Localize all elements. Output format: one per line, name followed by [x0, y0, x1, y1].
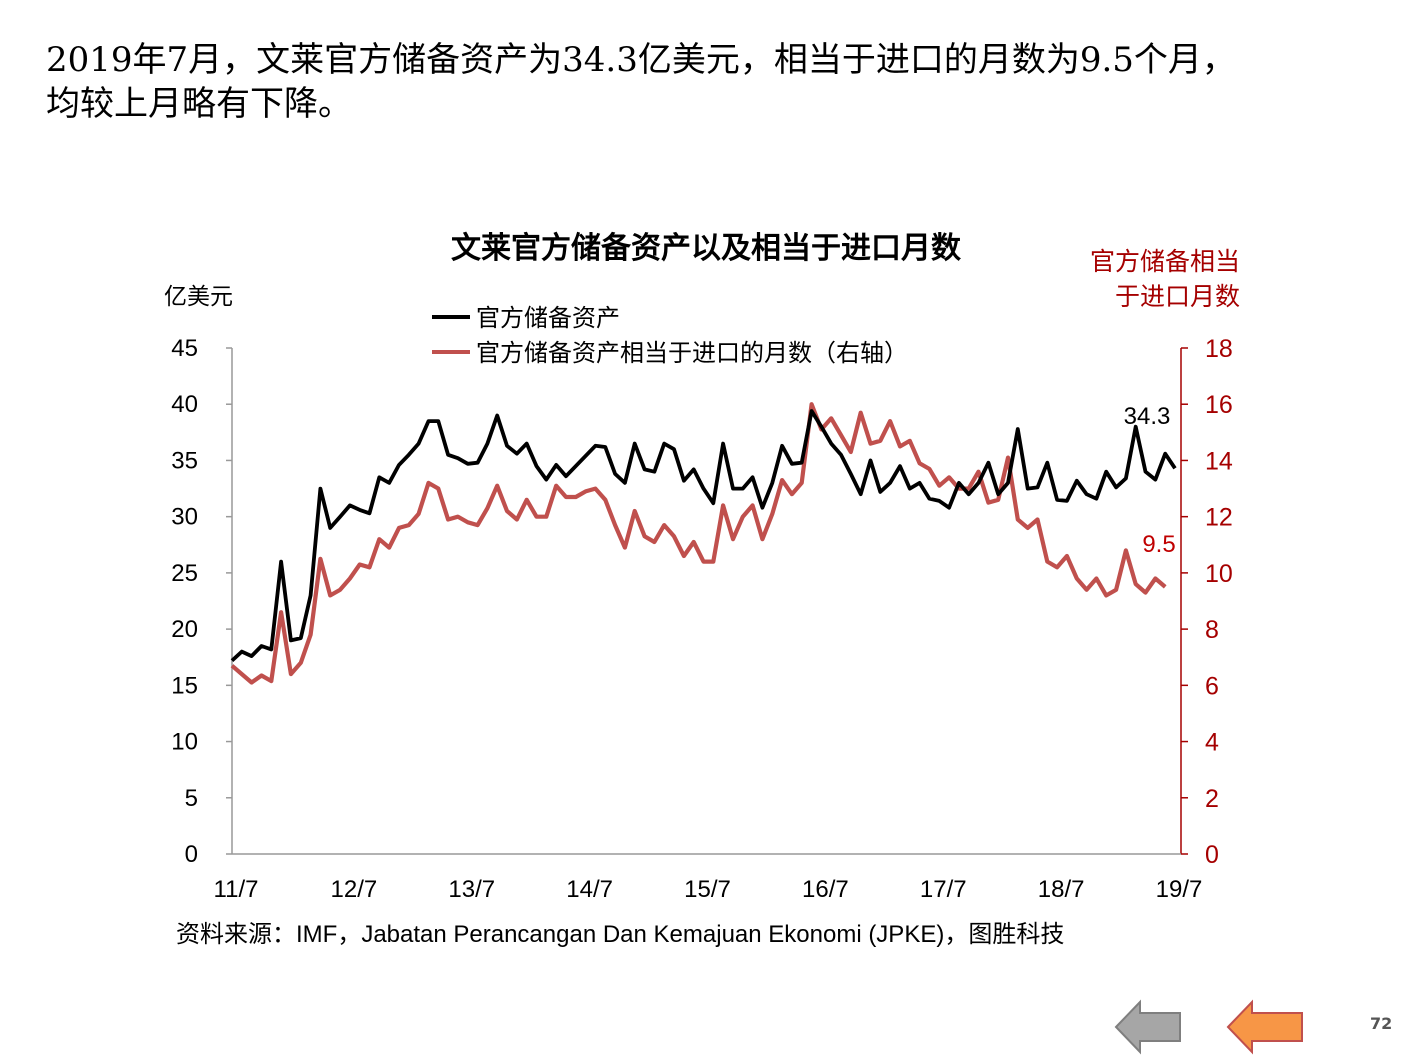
left-tick-label: 40	[171, 391, 198, 418]
left-tick-label: 20	[171, 616, 198, 643]
right-axis-label-line1: 官方储备相当	[1090, 248, 1240, 276]
months-of-imports-line	[230, 402, 1167, 685]
headline-line-2: 均较上月略有下降。	[46, 84, 352, 124]
x-tick-label: 19/7	[1156, 876, 1203, 903]
left-axis-label: 亿美元	[164, 283, 233, 309]
right-tick-label: 14	[1205, 447, 1233, 475]
x-tick-label: 16/7	[802, 876, 849, 903]
left-tick-label: 35	[171, 447, 198, 474]
x-tick-label: 15/7	[684, 876, 731, 903]
left-tick-label: 0	[185, 841, 198, 868]
right-tick-label: 0	[1205, 841, 1219, 869]
arrow-left-gray-icon	[1114, 999, 1181, 1055]
left-tick-label: 45	[171, 335, 198, 362]
right-axis-label-line2: 于进口月数	[1115, 283, 1240, 311]
reserves-line	[230, 409, 1177, 662]
right-tick-label: 18	[1205, 335, 1233, 363]
series-lines	[230, 402, 1177, 685]
headline-text: 2019年7月，文莱官方储备资产为34.3亿美元，相当于进口的月数为9.5个月，…	[46, 38, 1396, 126]
reserves-last-value-label: 34.3	[1124, 403, 1171, 430]
months-last-value-label: 9.5	[1142, 531, 1175, 558]
arrow-left-orange-icon	[1226, 999, 1303, 1055]
left-tick-label: 15	[171, 672, 198, 699]
right-tick-label: 12	[1205, 504, 1233, 532]
x-tick-label: 12/7	[331, 876, 378, 903]
back-button[interactable]	[1112, 998, 1184, 1056]
left-tick-label: 30	[171, 504, 198, 531]
left-tick-label: 10	[171, 729, 198, 756]
left-axis-ticks: 0 5 10 15 20 25 30 35 40 45	[171, 335, 232, 868]
right-tick-label: 16	[1205, 391, 1233, 419]
right-axis-ticks: 0 2 4 6 8 10 12 14 16 18	[1181, 335, 1233, 869]
x-tick-label: 11/7	[214, 876, 259, 903]
x-tick-label: 13/7	[448, 876, 495, 903]
reserves-chart: 文莱官方储备资产以及相当于进口月数 亿美元 官方储备相当 于进口月数 官方储备资…	[164, 231, 1240, 948]
right-tick-label: 10	[1205, 560, 1233, 588]
right-tick-label: 4	[1205, 729, 1219, 757]
right-tick-label: 8	[1205, 616, 1219, 644]
legend-label-reserves: 官方储备资产	[476, 305, 620, 332]
source-note: 资料来源：IMF，Jabatan Perancangan Dan Kemajua…	[176, 921, 1064, 948]
x-axis-ticks: 11/7 12/7 13/7 14/7 15/7 16/7 17/7 18/7 19/7	[214, 876, 1203, 903]
chart-title: 文莱官方储备资产以及相当于进口月数	[451, 231, 962, 265]
headline-line-1: 2019年7月，文莱官方储备资产为34.3亿美元，相当于进口的月数为9.5个月，	[46, 40, 1236, 80]
legend-label-months: 官方储备资产相当于进口的月数（右轴）	[476, 340, 908, 367]
chart-legend: 官方储备资产 官方储备资产相当于进口的月数（右轴）	[432, 305, 908, 367]
right-tick-label: 2	[1205, 785, 1219, 813]
left-tick-label: 5	[185, 785, 198, 812]
x-tick-label: 14/7	[566, 876, 613, 903]
x-tick-label: 18/7	[1038, 876, 1085, 903]
page-number: 72	[1370, 1014, 1393, 1033]
right-tick-label: 6	[1205, 672, 1219, 700]
left-tick-label: 25	[171, 560, 198, 587]
x-tick-label: 17/7	[920, 876, 967, 903]
previous-button[interactable]	[1224, 998, 1306, 1056]
chart-annotations: 34.3 9.5	[1124, 403, 1176, 558]
